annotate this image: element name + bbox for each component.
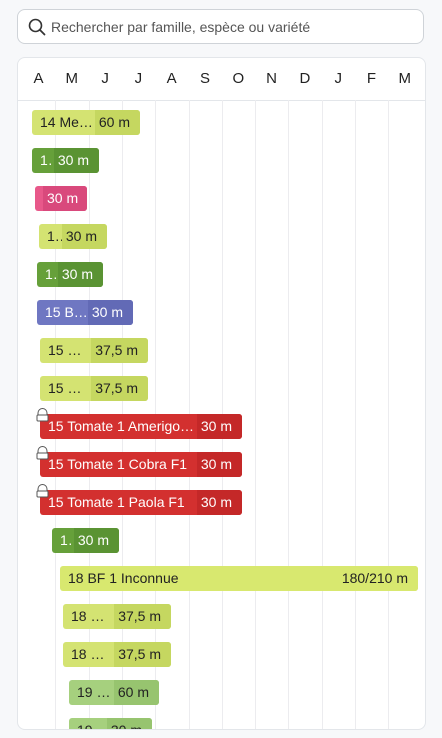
crop-bar-label: 19 H… xyxy=(77,722,107,730)
search-bar[interactable] xyxy=(17,9,424,44)
crop-bar[interactable]: 15 Tomate 1 Paola F1 30 m xyxy=(40,490,242,515)
crop-bar-label: 15 Tomate 1 Amerigo… xyxy=(48,418,195,434)
month-gridline xyxy=(355,100,356,729)
crop-bar[interactable]: 18 BF 1 Inconnue 180/210 m xyxy=(60,566,418,591)
crop-bar-length: 37,5 m xyxy=(114,604,171,629)
month-label: J xyxy=(134,70,143,87)
crop-bar-length: 60 m xyxy=(113,680,159,705)
month-label: F xyxy=(366,70,377,87)
search-icon xyxy=(28,18,46,35)
crop-bar-label: 18 BF 1 Inconnue xyxy=(68,570,179,586)
crop-bar-label: 15 B… xyxy=(45,304,88,320)
crop-bar[interactable]: 18 M… 37,5 m xyxy=(63,642,171,667)
month-label: A xyxy=(166,70,177,87)
month-label: S xyxy=(199,70,210,87)
crop-bar[interactable]: 15 B… 30 m xyxy=(37,300,133,325)
month-label: O xyxy=(232,70,245,87)
month-label: M xyxy=(65,70,79,87)
crop-bar-label: 19 H… xyxy=(77,684,114,700)
crop-bar-length: 30 m xyxy=(61,224,107,249)
crop-bar[interactable]: 19 H…30 m xyxy=(69,718,152,730)
crop-bar[interactable]: 15 Tomate 1 Cobra F1 30 m xyxy=(40,452,242,477)
crop-bar-length: 30 m xyxy=(73,528,119,553)
crop-bar-length: 60 m xyxy=(94,110,140,135)
crop-bar-length: 30 m xyxy=(196,490,242,515)
crop-bar-length: 37,5 m xyxy=(91,376,148,401)
crop-bar-length: 30 m xyxy=(87,300,133,325)
crop-bar-label: 15 xyxy=(47,228,62,244)
lock-icon xyxy=(36,446,49,460)
crop-bar-length: 180/210 m xyxy=(337,566,418,591)
lock-icon xyxy=(36,484,49,498)
month-label: D xyxy=(299,70,311,87)
crop-bar-length: 37,5 m xyxy=(114,642,171,667)
crop-bar-length: 30 m xyxy=(53,148,99,173)
crop-bar[interactable]: 1730 m xyxy=(52,528,119,553)
crop-bar-label: 17 xyxy=(60,532,74,548)
month-gridline xyxy=(288,100,290,729)
crop-bar[interactable]: 14 Mel… 60 m xyxy=(32,110,140,135)
lock-icon xyxy=(36,408,49,422)
crop-bar-length: 30 m xyxy=(196,452,242,477)
crop-bar[interactable]: 15 Tomate 1 Amerigo… 30 m xyxy=(40,414,242,439)
month-label: M xyxy=(398,70,412,87)
crop-bar-label: 18 M… xyxy=(71,608,115,624)
crop-bar[interactable]: 19 H…60 m xyxy=(69,680,159,705)
month-gridline xyxy=(388,100,390,729)
crop-bar[interactable]: 30 m xyxy=(35,186,87,211)
crop-bar-length: 30 m xyxy=(106,718,152,729)
month-label: J xyxy=(334,70,342,87)
crop-bar[interactable]: 1430 m xyxy=(32,148,99,173)
crop-bar[interactable]: 15 M… 37,5 m xyxy=(40,376,148,401)
crop-bar-label: 15 Tomate 1 Paola F1 xyxy=(48,494,185,510)
crop-bar[interactable]: 15 M… 37,5 m xyxy=(40,338,148,363)
crop-bar-label: 15 Tomate 1 Cobra F1 xyxy=(48,456,188,472)
month-gridline xyxy=(321,100,323,729)
month-label: A xyxy=(33,70,44,87)
crop-bar-label: 15 M… xyxy=(48,342,92,358)
crop-bar-label: 15 xyxy=(45,266,58,282)
month-label: J xyxy=(101,70,109,87)
crop-bar-label: 14 xyxy=(40,152,54,168)
crop-bar-length: 30 m xyxy=(196,414,242,439)
crop-bar-label: 14 Mel… xyxy=(40,114,95,130)
search-input[interactable] xyxy=(51,18,423,35)
crop-bar-label: 18 M… xyxy=(71,646,115,662)
crop-bar-label: 15 M… xyxy=(48,380,92,396)
crop-bar-length: 30 m xyxy=(43,186,87,211)
crop-bar-length: 30 m xyxy=(57,262,103,287)
month-gridline xyxy=(255,100,257,729)
crop-bar[interactable]: 18 M… 37,5 m xyxy=(63,604,171,629)
month-label: N xyxy=(266,70,278,87)
crop-bar-length: 37,5 m xyxy=(91,338,148,363)
